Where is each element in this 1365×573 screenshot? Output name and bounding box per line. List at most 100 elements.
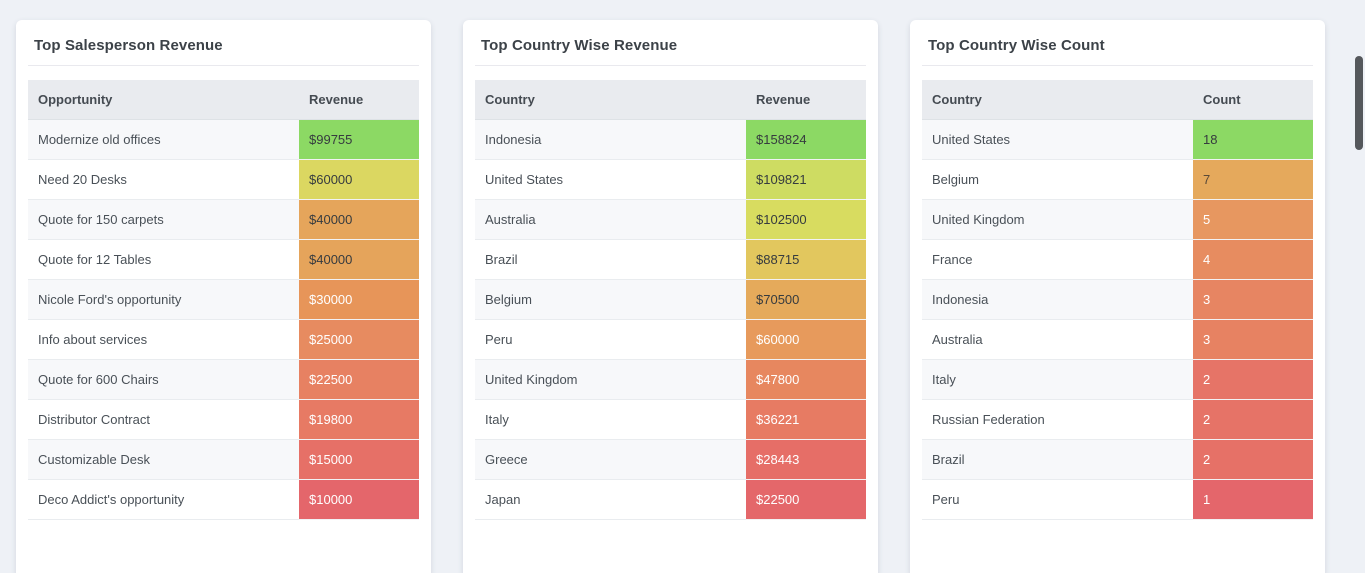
row-label: Nicole Ford's opportunity: [28, 279, 299, 320]
table-row: Quote for 600 Chairs $22500: [28, 359, 419, 400]
row-label: Australia: [922, 319, 1193, 360]
table-row: Italy $36221: [475, 399, 866, 440]
row-value-heatmap-cell: 5: [1193, 199, 1313, 240]
row-label: Peru: [475, 319, 746, 360]
row-value-heatmap-cell: $25000: [299, 319, 419, 360]
table-row: Indonesia 3: [922, 279, 1313, 320]
table-row: Belgium $70500: [475, 279, 866, 320]
row-label: Belgium: [922, 159, 1193, 200]
table-row: United States $109821: [475, 159, 866, 200]
row-value-heatmap-cell: $15000: [299, 439, 419, 480]
table-row: Japan $22500: [475, 479, 866, 520]
table-row: Nicole Ford's opportunity $30000: [28, 279, 419, 320]
card-title: Top Country Wise Count: [928, 37, 1105, 54]
salesperson-revenue-table: Opportunity Revenue Modernize old office…: [28, 80, 419, 520]
row-label: Distributor Contract: [28, 399, 299, 440]
table-header-row: Country Revenue: [475, 80, 866, 120]
row-label: Peru: [922, 479, 1193, 520]
column-header-country: Country: [922, 80, 1193, 120]
row-label: Brazil: [475, 239, 746, 280]
table-header-row: Country Count: [922, 80, 1313, 120]
table-row: Russian Federation 2: [922, 399, 1313, 440]
row-value-heatmap-cell: $88715: [746, 239, 866, 280]
table-row: Australia $102500: [475, 199, 866, 240]
table-row: Quote for 12 Tables $40000: [28, 239, 419, 280]
row-label: United Kingdom: [922, 199, 1193, 240]
row-label: Indonesia: [475, 119, 746, 160]
table-row: Quote for 150 carpets $40000: [28, 199, 419, 240]
column-header-revenue: Revenue: [746, 80, 866, 120]
row-label: France: [922, 239, 1193, 280]
card-top-salesperson-revenue: Top Salesperson Revenue Opportunity Reve…: [16, 20, 431, 573]
row-label: Australia: [475, 199, 746, 240]
row-value-heatmap-cell: $99755: [299, 119, 419, 160]
card-divider: [922, 65, 1313, 66]
table-header-row: Opportunity Revenue: [28, 80, 419, 120]
row-label: Customizable Desk: [28, 439, 299, 480]
row-value-heatmap-cell: $10000: [299, 479, 419, 520]
row-value-heatmap-cell: $60000: [746, 319, 866, 360]
country-count-table: Country Count United States 18 Belgium 7 Uni…: [922, 80, 1313, 520]
column-header-opportunity: Opportunity: [28, 80, 299, 120]
table-row: Modernize old offices $99755: [28, 119, 419, 160]
table-row: Australia 3: [922, 319, 1313, 360]
table-row: Indonesia $158824: [475, 119, 866, 160]
table-row: Italy 2: [922, 359, 1313, 400]
row-label: United States: [922, 119, 1193, 160]
row-label: Info about services: [28, 319, 299, 360]
table-row: United Kingdom $47800: [475, 359, 866, 400]
row-value-heatmap-cell: $30000: [299, 279, 419, 320]
row-label: Modernize old offices: [28, 119, 299, 160]
column-header-revenue: Revenue: [299, 80, 419, 120]
column-header-country: Country: [475, 80, 746, 120]
row-value-heatmap-cell: $19800: [299, 399, 419, 440]
row-value-heatmap-cell: $36221: [746, 399, 866, 440]
row-label: Need 20 Desks: [28, 159, 299, 200]
row-value-heatmap-cell: 3: [1193, 279, 1313, 320]
row-value-heatmap-cell: $28443: [746, 439, 866, 480]
card-divider: [28, 65, 419, 66]
row-value-heatmap-cell: $22500: [746, 479, 866, 520]
table-row: Greece $28443: [475, 439, 866, 480]
table-row: United Kingdom 5: [922, 199, 1313, 240]
row-label: United States: [475, 159, 746, 200]
card-divider: [475, 65, 866, 66]
row-value-heatmap-cell: 1: [1193, 479, 1313, 520]
table-row: Customizable Desk $15000: [28, 439, 419, 480]
scrollbar-thumb[interactable]: [1355, 56, 1363, 150]
table-row: Peru 1: [922, 479, 1313, 520]
card-top-country-wise-count: Top Country Wise Count Country Count Uni…: [910, 20, 1325, 573]
row-value-heatmap-cell: $40000: [299, 239, 419, 280]
column-header-count: Count: [1193, 80, 1313, 120]
table-row: Brazil 2: [922, 439, 1313, 480]
row-label: Greece: [475, 439, 746, 480]
row-value-heatmap-cell: $60000: [299, 159, 419, 200]
row-value-heatmap-cell: 3: [1193, 319, 1313, 360]
row-label: Italy: [475, 399, 746, 440]
table-row: United States 18: [922, 119, 1313, 160]
row-label: Japan: [475, 479, 746, 520]
table-row: Belgium 7: [922, 159, 1313, 200]
row-value-heatmap-cell: $109821: [746, 159, 866, 200]
row-label: Italy: [922, 359, 1193, 400]
row-value-heatmap-cell: 4: [1193, 239, 1313, 280]
table-row: Info about services $25000: [28, 319, 419, 360]
row-value-heatmap-cell: $70500: [746, 279, 866, 320]
row-label: Quote for 12 Tables: [28, 239, 299, 280]
row-value-heatmap-cell: $102500: [746, 199, 866, 240]
country-revenue-table: Country Revenue Indonesia $158824 United S…: [475, 80, 866, 520]
row-value-heatmap-cell: $47800: [746, 359, 866, 400]
row-value-heatmap-cell: 18: [1193, 119, 1313, 160]
table-row: Peru $60000: [475, 319, 866, 360]
card-title: Top Country Wise Revenue: [481, 37, 678, 54]
row-label: Quote for 150 carpets: [28, 199, 299, 240]
row-value-heatmap-cell: $158824: [746, 119, 866, 160]
row-value-heatmap-cell: 2: [1193, 359, 1313, 400]
row-value-heatmap-cell: 2: [1193, 399, 1313, 440]
row-label: Russian Federation: [922, 399, 1193, 440]
table-row: Brazil $88715: [475, 239, 866, 280]
row-label: United Kingdom: [475, 359, 746, 400]
card-title: Top Salesperson Revenue: [34, 37, 223, 54]
table-row: Need 20 Desks $60000: [28, 159, 419, 200]
